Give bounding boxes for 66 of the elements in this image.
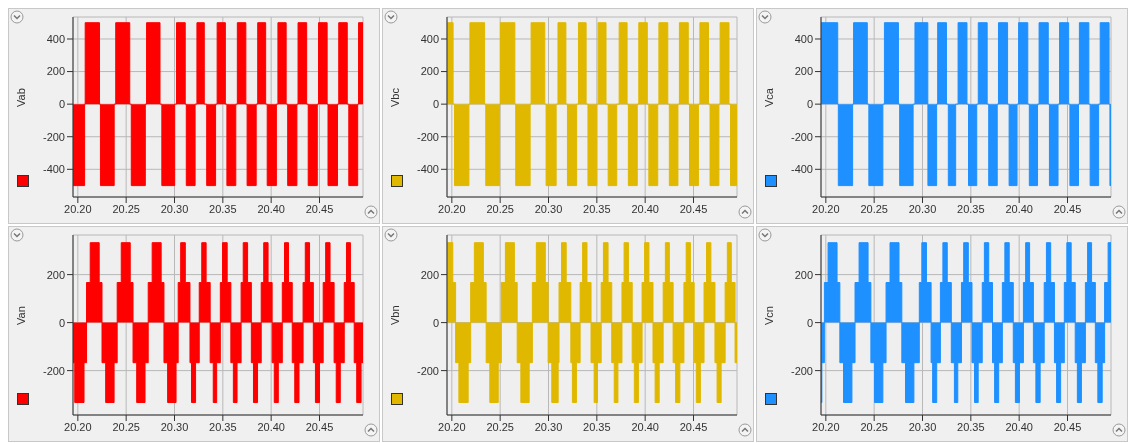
x-tick-label: 20.45	[305, 202, 334, 215]
y-tick-label: 400	[46, 32, 65, 45]
x-tick-label: 20.40	[631, 202, 659, 215]
x-tick-label: 20.30	[908, 202, 937, 215]
y-tick-label: 0	[58, 98, 65, 111]
y-tick-label: 200	[794, 268, 813, 281]
y-axis-title: Vcn	[762, 306, 775, 325]
y-tick-label: 0	[432, 98, 439, 111]
y-tick-label: -200	[790, 130, 813, 143]
x-tick-label: 20.30	[160, 202, 189, 215]
y-tick-label: -200	[416, 130, 439, 143]
x-tick-label: 20.45	[679, 202, 708, 215]
x-tick-label: 20.20	[812, 202, 840, 215]
y-tick-label: 0	[806, 316, 813, 329]
y-tick-label: -400	[42, 163, 65, 176]
x-tick-label: 20.30	[534, 420, 563, 433]
x-tick-label: 20.40	[1005, 202, 1033, 215]
x-tick-label: 20.35	[957, 202, 985, 215]
y-axis-title: Vab	[14, 88, 27, 107]
x-tick-label: 20.25	[860, 202, 888, 215]
x-tick-label: 20.30	[160, 420, 189, 433]
x-tick-label: 20.20	[64, 202, 92, 215]
x-tick-label: 20.35	[209, 202, 237, 215]
y-tick-label: 400	[794, 32, 813, 45]
x-tick-label: 20.25	[486, 420, 514, 433]
y-axis-title: Vbn	[388, 305, 401, 325]
y-tick-label: 200	[420, 268, 439, 281]
y-tick-label: 0	[58, 316, 65, 329]
x-tick-label: 20.45	[1053, 420, 1082, 433]
y-axis-title: Van	[14, 306, 27, 325]
y-axis-title: Vbc	[388, 87, 401, 107]
x-tick-label: 20.35	[583, 420, 611, 433]
x-tick-label: 20.45	[305, 420, 334, 433]
y-tick-label: 200	[420, 65, 439, 78]
y-tick-label: 200	[794, 65, 813, 78]
y-tick-label: -200	[42, 130, 65, 143]
x-tick-label: 20.35	[957, 420, 985, 433]
x-tick-label: 20.35	[583, 202, 611, 215]
y-tick-label: 200	[46, 268, 65, 281]
y-tick-label: 200	[46, 65, 65, 78]
x-tick-label: 20.25	[860, 420, 888, 433]
x-tick-label: 20.20	[438, 420, 466, 433]
y-tick-label: -200	[42, 364, 65, 377]
x-tick-label: 20.30	[534, 202, 563, 215]
x-tick-label: 20.40	[1005, 420, 1033, 433]
x-tick-label: 20.20	[438, 202, 466, 215]
y-tick-label: -200	[416, 364, 439, 377]
x-tick-label: 20.20	[812, 420, 840, 433]
y-tick-label: -200	[790, 364, 813, 377]
x-tick-label: 20.45	[1053, 202, 1082, 215]
x-tick-label: 20.25	[112, 202, 140, 215]
x-tick-label: 20.25	[486, 202, 514, 215]
x-tick-label: 20.40	[631, 420, 659, 433]
y-tick-label: 0	[432, 316, 439, 329]
x-tick-label: 20.30	[908, 420, 937, 433]
y-tick-label: 400	[420, 32, 439, 45]
y-tick-label: -400	[790, 163, 813, 176]
y-axis-title: Vca	[762, 87, 775, 107]
y-tick-label: -400	[416, 163, 439, 176]
x-tick-label: 20.45	[679, 420, 708, 433]
x-tick-label: 20.25	[112, 420, 140, 433]
x-tick-label: 20.40	[257, 420, 285, 433]
y-tick-label: 0	[806, 98, 813, 111]
x-tick-label: 20.35	[209, 420, 237, 433]
x-tick-label: 20.20	[64, 420, 92, 433]
x-tick-label: 20.40	[257, 202, 285, 215]
